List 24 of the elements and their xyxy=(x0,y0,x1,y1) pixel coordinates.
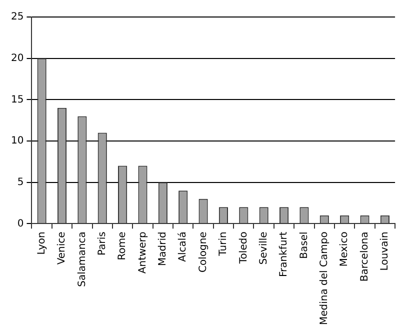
x-tick-label: Mexico xyxy=(339,232,350,267)
y-tick-label: 20 xyxy=(10,52,24,64)
x-tick-label: Alcalá xyxy=(178,232,189,262)
y-tick-label: 10 xyxy=(10,136,24,147)
x-tick-label: Madrid xyxy=(158,232,169,266)
y-tick-label: 0 xyxy=(17,218,24,230)
x-tick-label: Lyon xyxy=(36,232,48,255)
x-tick-label: Basel xyxy=(298,232,310,259)
y-tick-label: 15 xyxy=(10,94,24,106)
x-tick-label: Toledo xyxy=(238,232,250,265)
x-tick-label: Medina del Campo xyxy=(318,232,330,326)
x-tick-label: Turin xyxy=(218,232,230,257)
y-tick-label: 5 xyxy=(17,176,24,188)
y-tick-label: 25 xyxy=(10,12,24,23)
x-tick-label: Cologne xyxy=(198,232,209,273)
x-tick-label: Salamanca xyxy=(76,232,88,287)
x-tick-label: Louvain xyxy=(380,232,391,271)
x-tick-label: Venice xyxy=(56,232,68,265)
x-tick-label: Antwerp xyxy=(137,232,148,274)
x-tick-label: Rome xyxy=(117,232,128,260)
x-tick-label: Seville xyxy=(258,232,270,265)
x-tick-label: Paris xyxy=(96,232,108,256)
x-tick-label: Barcelona xyxy=(359,232,370,282)
x-tick-label: Frankfurt xyxy=(278,232,290,277)
